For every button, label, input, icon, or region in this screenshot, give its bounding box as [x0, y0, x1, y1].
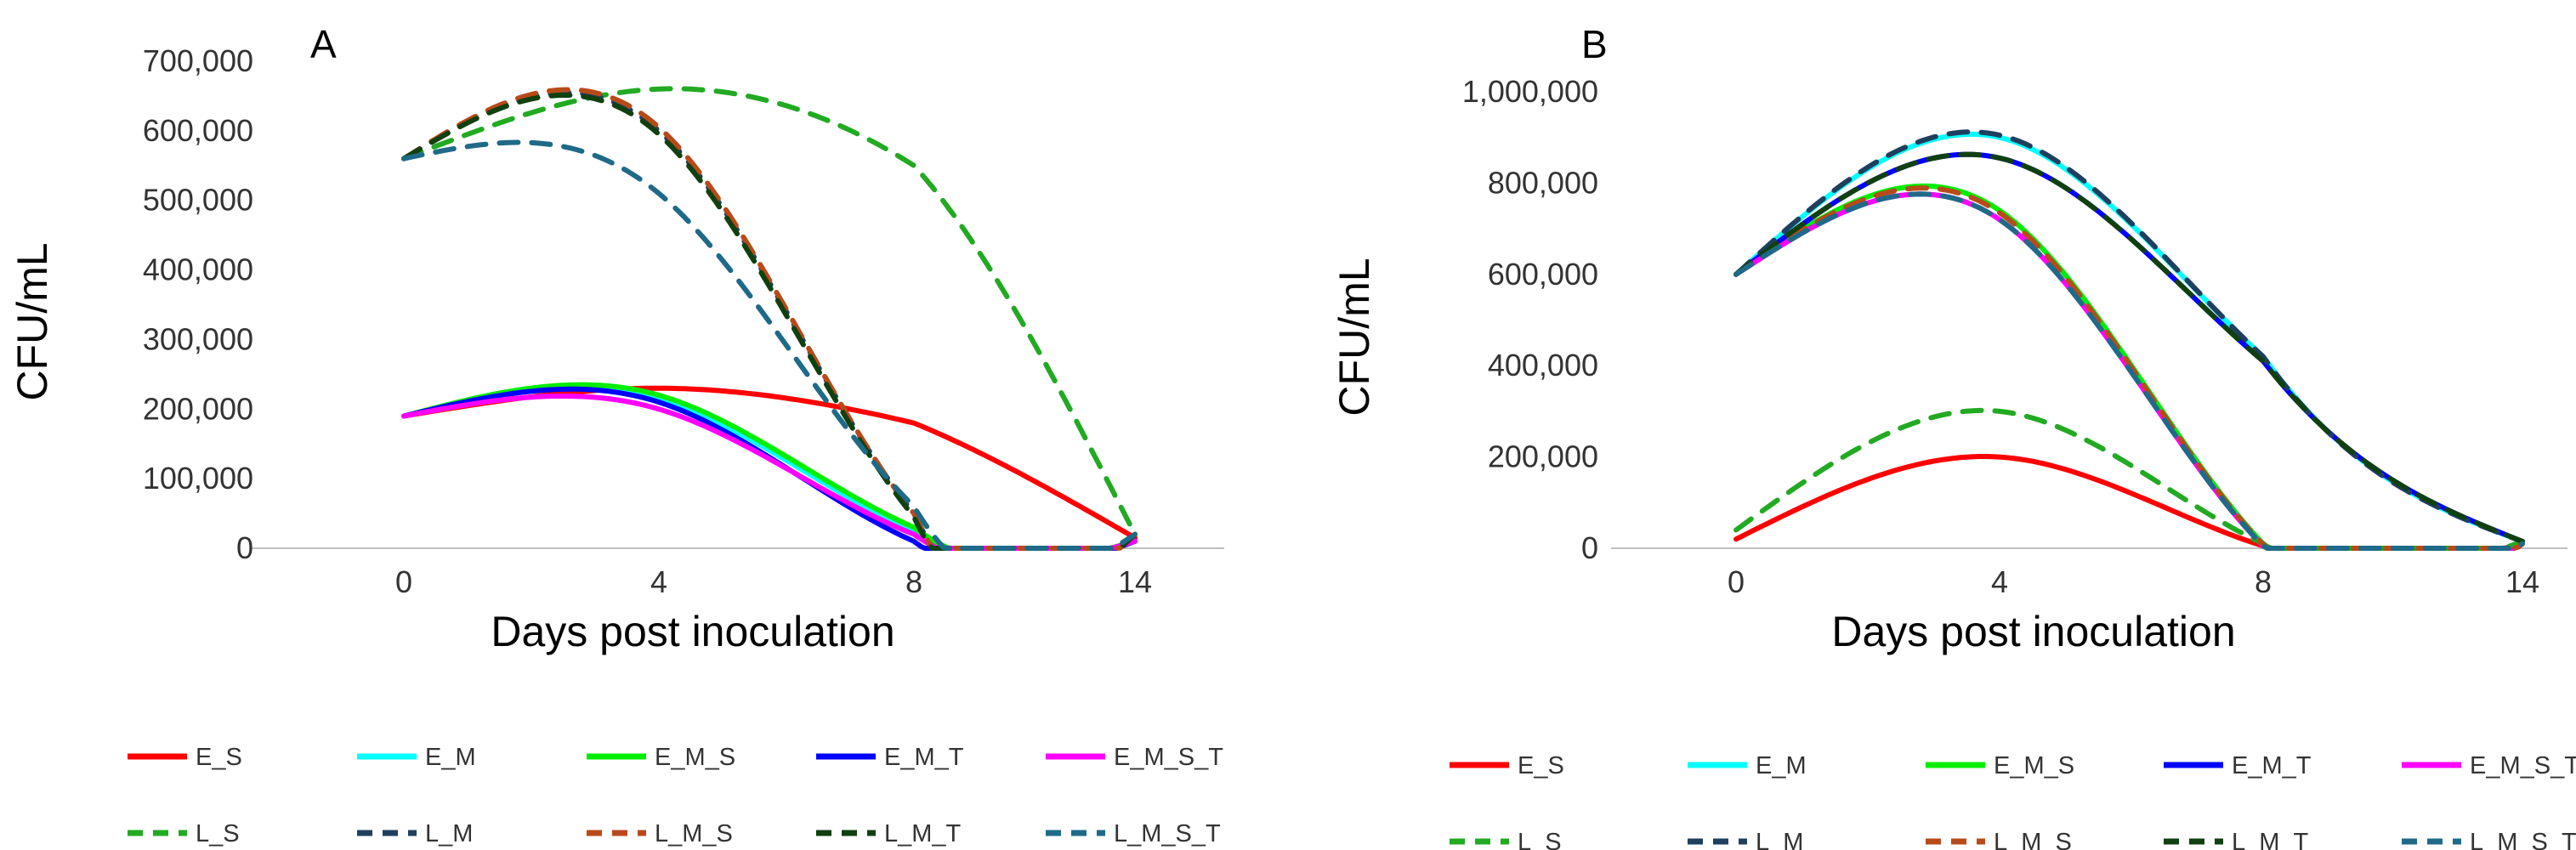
legend-label: E_M_S — [1994, 752, 2074, 779]
y-tick-label: 200,000 — [143, 391, 253, 426]
x-tick-label: 8 — [2255, 564, 2272, 599]
x-tick-label: 4 — [1991, 564, 2008, 599]
y-tick-label: 100,000 — [143, 461, 253, 496]
chart-a-svg: A 700,000 600,000 500,000 400,000 300,000 200… — [9, 22, 1224, 847]
legend-label: E_M_T — [884, 744, 964, 771]
legend-label: E_M — [1756, 752, 1807, 779]
series-line-e-m-s — [401, 382, 1138, 551]
series-line-l-m-s-t — [401, 139, 1138, 551]
x-tick-label: 14 — [1118, 564, 1152, 599]
chart-panel-a: A 700,000 600,000 500,000 400,000 300,000 200… — [9, 22, 1224, 847]
chart-panel-b: B 1,000,000 800,000 600,000 400,000 200,000 0… — [1288, 0, 2576, 850]
legend-label: L_S — [196, 820, 240, 847]
series-line-e-m-t — [401, 386, 1138, 551]
x-tick-label: 4 — [650, 564, 667, 599]
y-tick-label: 1,000,000 — [1462, 74, 1598, 109]
x-tick-label: 8 — [905, 564, 922, 599]
y-axis-label: CFU/mL — [9, 242, 56, 400]
series-line-e-m — [401, 384, 1138, 551]
series-line-l-s — [1733, 407, 2525, 551]
legend-label: E_S — [196, 744, 242, 771]
legend-label: E_M — [425, 744, 476, 771]
legend-label: E_M_S — [655, 744, 735, 771]
y-tick-label: 0 — [236, 530, 253, 565]
x-axis-label: Days post inoculation — [491, 608, 894, 655]
series-line-l-m-s — [1733, 185, 2525, 551]
series-line-l-m-t — [1733, 151, 2525, 544]
series-line-e-m-s-t — [401, 393, 1138, 551]
legend-label: L_M_S — [1994, 829, 2072, 850]
legend-label: L_S — [1518, 829, 1562, 850]
chart-b-svg: B 1,000,000 800,000 600,000 400,000 200,000 0… — [1331, 22, 2576, 850]
series-line-e-s — [1733, 454, 2525, 551]
y-tick-label: 400,000 — [143, 252, 253, 287]
x-tick-label: 14 — [2505, 564, 2539, 599]
legend-label: L_M_S — [655, 820, 733, 847]
y-tick-label: 500,000 — [143, 183, 253, 218]
x-tick-label: 0 — [1728, 564, 1745, 599]
legend-label: L_M_S_T — [2470, 829, 2576, 850]
series-line-l-m-s-t — [1733, 191, 2525, 551]
panel-label: B — [1581, 22, 1608, 66]
legend-label: E_M_S_T — [2470, 752, 2576, 779]
x-tick-label: 0 — [395, 564, 412, 599]
y-tick-label: 200,000 — [1488, 439, 1598, 474]
panel-label: A — [310, 22, 337, 66]
legend-label: E_M_S_T — [1114, 744, 1223, 771]
legend-label: L_M_T — [884, 820, 962, 847]
y-tick-label: 400,000 — [1488, 348, 1598, 382]
legend-label: E_S — [1518, 752, 1564, 779]
y-tick-label: 600,000 — [1488, 257, 1598, 292]
y-tick-label: 800,000 — [1488, 165, 1598, 200]
legend-label: L_M_S_T — [1114, 820, 1221, 847]
x-axis-label: Days post inoculation — [1831, 608, 2235, 655]
legend-label: L_M — [425, 820, 473, 847]
series-line-l-s — [401, 86, 1138, 537]
y-tick-label: 600,000 — [143, 113, 253, 148]
series-line-l-m-t — [401, 92, 1138, 551]
y-tick-label: 700,000 — [143, 43, 253, 78]
y-axis-label: CFU/mL — [1331, 258, 1378, 416]
series-line-e-m — [1733, 131, 2525, 544]
y-tick-label: 300,000 — [143, 321, 253, 356]
legend-label: E_M_T — [2232, 752, 2312, 779]
series-line-e-s — [401, 385, 1138, 541]
y-tick-label: 0 — [1581, 530, 1598, 565]
legend-label: L_M_T — [2232, 829, 2309, 850]
legend-label: L_M — [1756, 829, 1803, 850]
